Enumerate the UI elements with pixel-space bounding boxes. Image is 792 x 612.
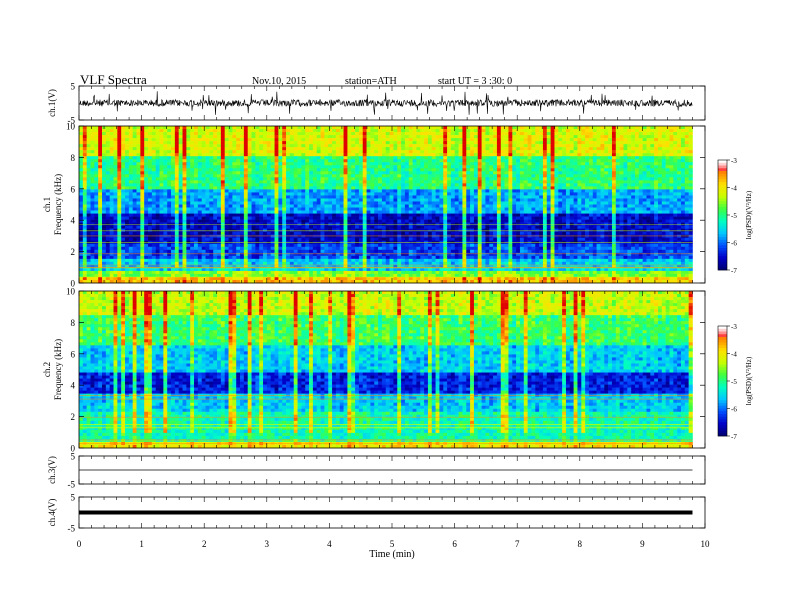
- y-axis-frequency-label: Frequency (kHz): [53, 339, 63, 400]
- y-tick-label: 4: [71, 216, 76, 226]
- ch1-waveform-trace: [78, 91, 693, 115]
- y-tick-label: 0: [71, 444, 76, 454]
- y-tick-label: 2: [71, 412, 76, 422]
- x-tick-label: 3: [265, 539, 270, 549]
- y-tick-label: 4: [71, 381, 76, 391]
- x-tick-label: 5: [390, 539, 395, 549]
- colorbar-tick-label: -4: [731, 351, 737, 359]
- colorbar-label: log(PSD)(V²/Hz): [745, 356, 753, 405]
- y-tick-label: -5: [68, 524, 76, 534]
- colorbar-tick-label: -6: [731, 406, 737, 414]
- station-name: station=ATH: [345, 76, 397, 87]
- colorbar-tick-label: -3: [731, 157, 737, 165]
- ch2-spectrogram-cells: [79, 291, 693, 449]
- y-tick-label: 6: [71, 349, 76, 359]
- y-axis-label: ch.4(V): [47, 499, 57, 527]
- ch4-waveform-panel: 5 -5 ch.4(V): [47, 493, 706, 534]
- y-tick-label: -5: [68, 116, 76, 126]
- x-tick-label: 6: [452, 539, 457, 549]
- y-tick-label: 6: [71, 184, 76, 194]
- y-axis-label: ch.1(V): [47, 89, 57, 117]
- colorbar: -3 -4 -5 -6 -7 log(PSD)(V²/Hz): [717, 157, 753, 275]
- x-tick-label: 8: [578, 539, 583, 549]
- ch1-waveform-panel: 5 -5 ch.1(V): [47, 82, 706, 126]
- x-tick-label: 10: [701, 539, 711, 549]
- y-tick-label: 5: [71, 82, 76, 92]
- y-tick-label: 0: [71, 279, 76, 289]
- observation-date: Nov.10, 2015: [252, 76, 306, 87]
- y-tick-label: 5: [71, 452, 76, 462]
- colorbar-tick-label: -7: [731, 267, 737, 275]
- colorbar-tick-label: -5: [731, 212, 737, 220]
- y-axis-channel-label: ch.1: [42, 197, 52, 212]
- y-tick-label: 5: [71, 493, 76, 503]
- y-axis-frequency-label: Frequency (kHz): [53, 174, 63, 235]
- start-time: start UT = 3 :30: 0: [438, 76, 512, 87]
- ch1-spectrogram-cells: [79, 126, 693, 284]
- figure-title: VLF Spectra: [80, 72, 147, 87]
- y-tick-label: 8: [71, 318, 76, 328]
- y-tick-label: 10: [66, 287, 76, 297]
- ch3-waveform-panel: 5 -5 ch.3(V): [47, 452, 706, 490]
- x-tick-label: 9: [640, 539, 645, 549]
- colorbar-label: log(PSD)(V²/Hz): [745, 190, 753, 239]
- ch2-spectrogram-panel: 0 2 4 6 8 10 ch.2 Frequency (kHz) -3 -4 -5 -6 -7 log(…: [42, 287, 753, 454]
- x-axis-label: Time (min): [369, 549, 414, 560]
- colorbar-tick-label: -7: [731, 433, 737, 441]
- colorbar-tick-label: -6: [731, 240, 737, 248]
- ch1-spectrogram-panel: 0 2 4 6 8 10 ch.1 Frequency (kHz) -3 -4 -5 -6 -7 log(…: [42, 122, 753, 289]
- x-tick-label: 7: [515, 539, 520, 549]
- x-tick-label: 0: [77, 539, 82, 549]
- x-tick-label: 4: [327, 539, 332, 549]
- y-tick-label: 10: [66, 122, 76, 132]
- y-axis-channel-label: ch.2: [42, 362, 52, 377]
- y-tick-label: 2: [71, 247, 76, 257]
- y-tick-label: 8: [71, 153, 76, 163]
- y-tick-label: -5: [68, 480, 76, 490]
- colorbar-tick-label: -3: [731, 323, 737, 331]
- y-axis-label: ch.3(V): [47, 456, 57, 484]
- x-tick-label: 1: [139, 539, 144, 549]
- colorbar-tick-label: -5: [731, 378, 737, 386]
- colorbar-tick-label: -4: [731, 185, 737, 193]
- x-tick-label: 2: [202, 539, 207, 549]
- colorbar: -3 -4 -5 -6 -7 log(PSD)(V²/Hz): [717, 323, 753, 441]
